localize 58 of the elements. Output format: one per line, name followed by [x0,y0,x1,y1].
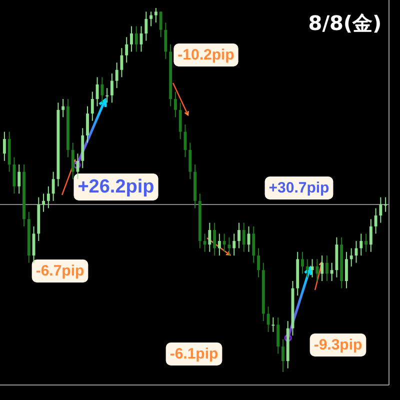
candlestick [208,222,212,252]
candlestick [130,26,133,52]
candlestick [257,248,260,278]
candlestick [144,11,148,42]
candlestick [174,91,177,118]
candlestick [46,186,50,209]
candlestick [252,226,256,264]
candlestick [325,255,328,282]
candlestick [276,316,280,354]
candlestick [154,8,158,24]
candlestick [281,338,284,372]
candlestick [100,76,104,104]
candlestick [86,106,89,144]
annotation: -6.7pip [36,262,84,280]
candlestick [330,262,334,282]
candlestick [374,208,378,234]
candlestick [159,11,162,38]
candlestick [384,196,388,212]
candlestick [218,233,221,256]
candlestick [178,102,182,140]
candlestick [369,218,372,252]
candlestick [188,142,192,180]
candlestick [316,258,319,282]
candlestick [360,233,363,256]
candlestick [12,156,16,194]
annotation: -6.1pip [170,346,218,362]
candlestick [134,26,138,52]
candlestick [150,11,152,27]
annotation: -9.3pip [314,336,362,354]
candlestick [125,36,128,64]
candlestick [52,171,55,202]
candlestick [120,48,124,78]
candlestick [272,316,275,332]
candlestick [364,233,368,252]
candlestick [222,233,226,252]
candlestick [2,131,6,162]
candlestick [164,22,168,60]
candlestick [232,233,236,256]
candlestick [115,62,118,89]
candlestick [42,193,45,212]
candlestick [242,222,246,252]
candlestick [301,251,304,274]
chart-title: 8/8(金) [308,11,382,35]
candlestick [90,91,94,122]
candlestick [345,251,348,289]
annotation: +30.7pip [268,180,330,196]
annotation: +26.2pip [78,176,154,198]
candlestick [238,222,240,249]
candlestick [110,73,114,104]
candlestick [106,88,109,104]
annotation: -10.2pip [178,46,234,64]
candlestick [266,306,270,332]
candlestick [62,98,65,118]
candlestick [350,248,353,267]
candlestick [213,222,216,256]
candlestick [306,258,309,278]
candlestick [18,164,21,194]
candlestick [379,196,382,224]
